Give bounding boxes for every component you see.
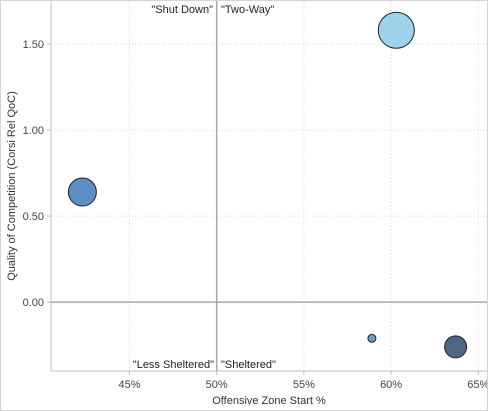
x-axis-title: Offensive Zone Start % [212,395,326,407]
data-point-2 [367,333,377,343]
tick-labels: 45% 50% 55% 60% 65% 0.00 0.50 1.00 1.50 [23,39,487,391]
y-tick-label-1: 0.50 [23,211,44,223]
grid-lines [51,1,487,371]
quadrant-label-shut-down: "Shut Down" [151,4,213,16]
axes [47,1,487,375]
quadrant-label-sheltered: "Sheltered" [221,359,276,371]
data-point-0 [67,177,97,207]
quadrant-label-less-sheltered: "Less Sheltered" [133,359,214,371]
x-tick-label-1: 50% [206,379,228,391]
data-points [67,11,468,359]
data-point-1 [377,11,415,49]
x-tick-label-0: 45% [118,379,140,391]
reference-lines [51,1,487,371]
x-tick-label-4: 65% [467,379,487,391]
y-tick-label-3: 1.50 [23,39,44,51]
x-tick-label-3: 60% [380,379,402,391]
y-tick-label-0: 0.00 [23,297,44,309]
y-tick-label-2: 1.00 [23,125,44,137]
quadrant-label-two-way: "Two-Way" [221,4,274,16]
y-axis-title: Quality of Competition (Corsi Rel QoC) [6,91,18,281]
data-point-3 [444,335,468,359]
x-tick-label-2: 55% [293,379,315,391]
quadrant-labels: "Shut Down" "Two-Way" "Less Sheltered" "… [133,4,276,371]
